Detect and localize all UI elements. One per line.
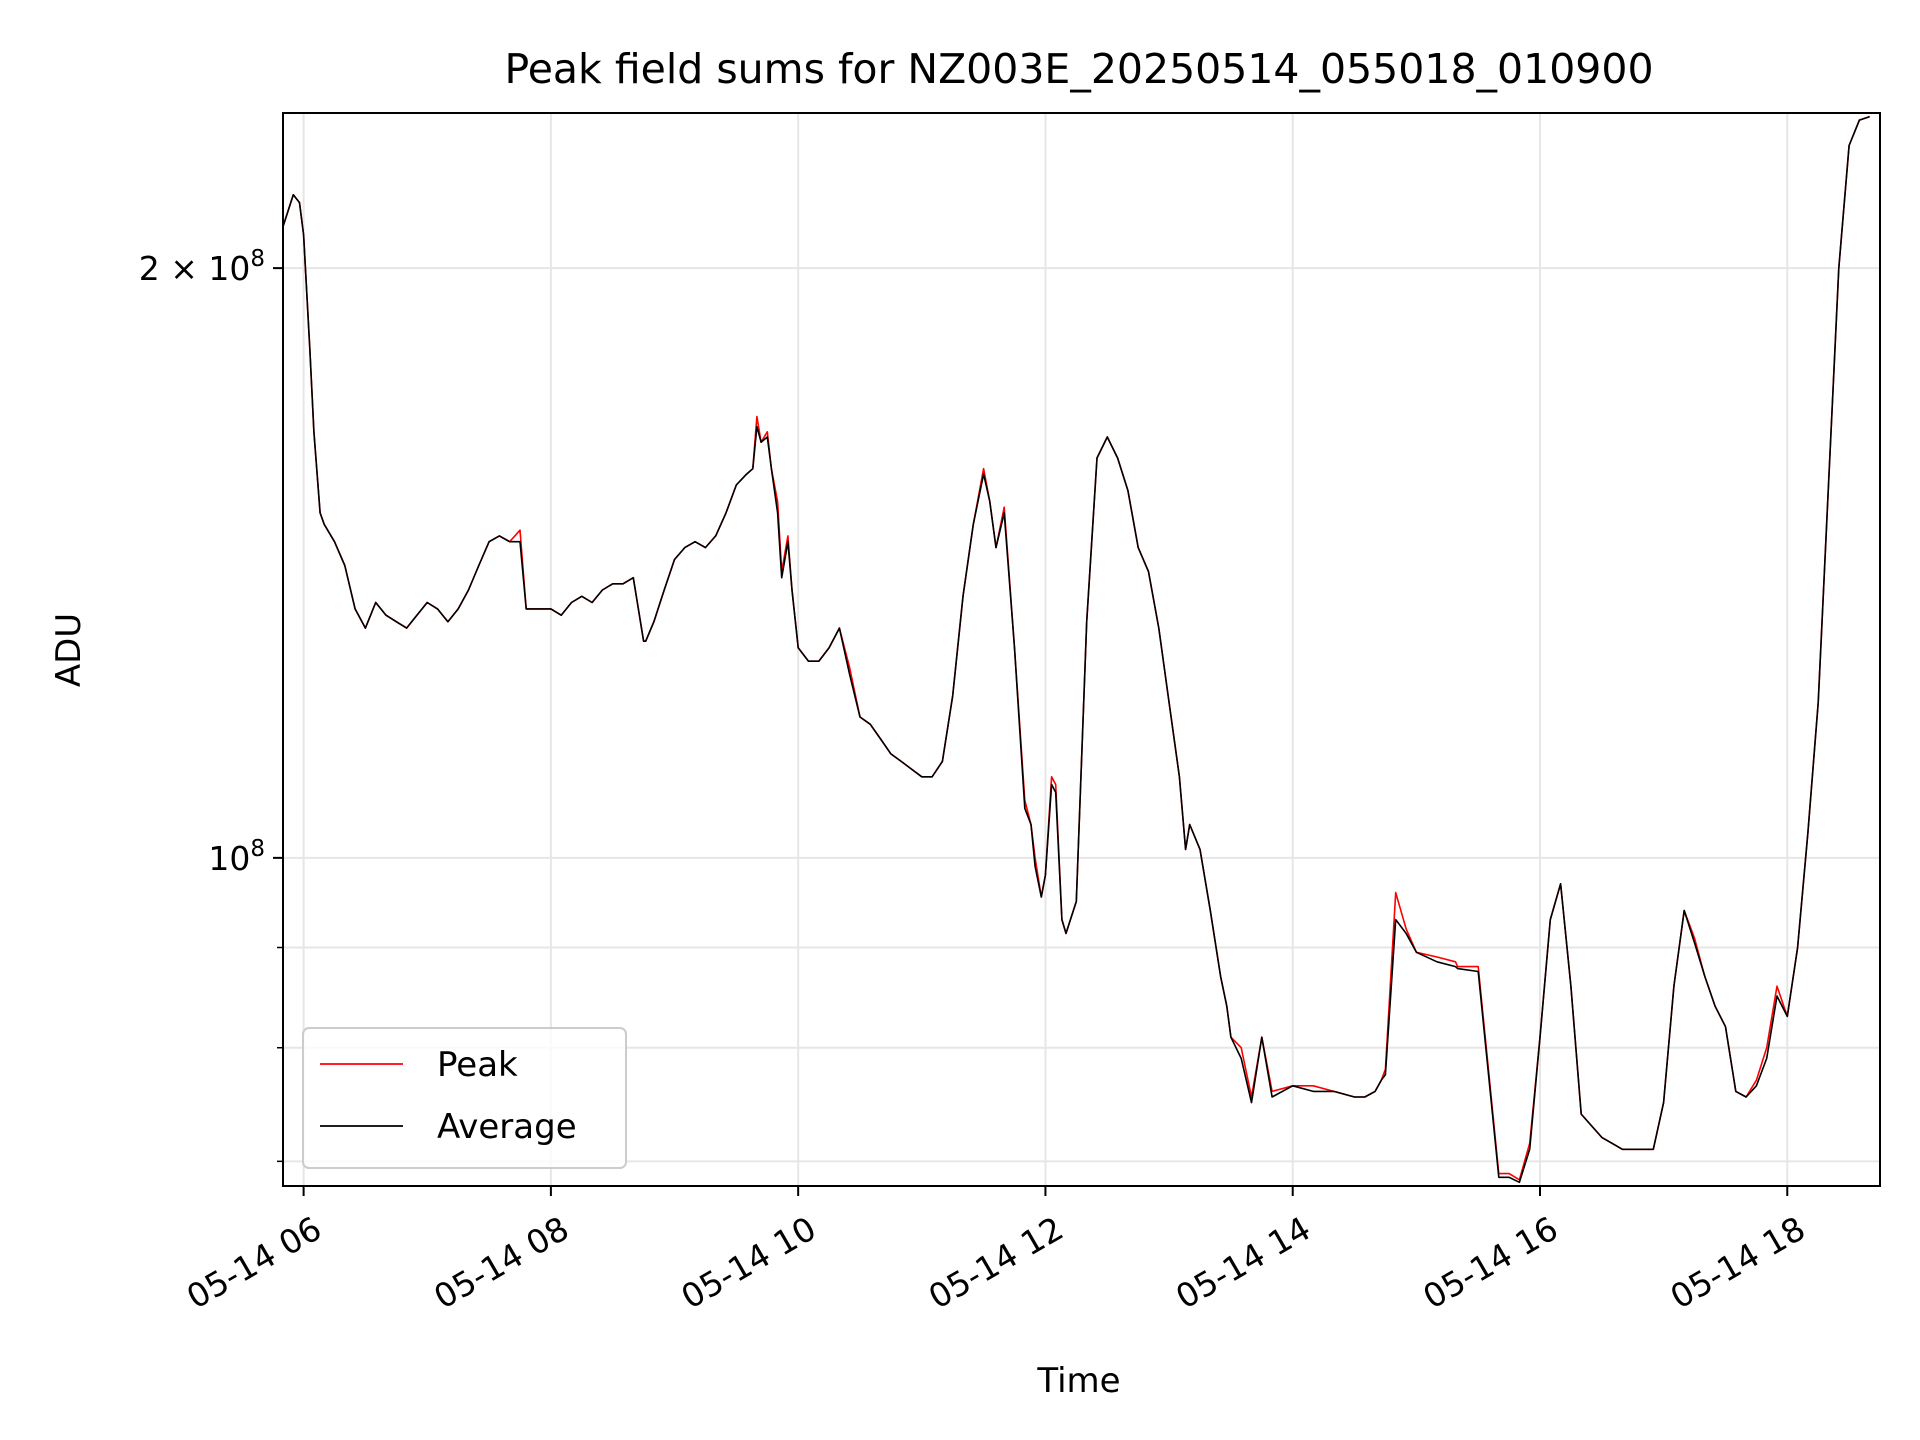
y-tick-label: 2 × 108	[139, 246, 265, 288]
y-tick-label: 108	[208, 836, 265, 878]
series-line-average	[282, 115, 1870, 1184]
series-layer	[282, 115, 1870, 1184]
x-axis-label: Time	[1036, 1361, 1120, 1401]
legend-label: Peak	[437, 1045, 518, 1085]
y-axis-label: ADU	[49, 613, 89, 687]
chart-title: Peak field sums for NZ003E_20250514_0550…	[504, 45, 1653, 93]
grid	[283, 113, 1880, 1186]
plot-frame	[282, 112, 1881, 1187]
legend-label: Average	[437, 1107, 577, 1147]
legend: Peak Average	[302, 1027, 627, 1169]
y-axis: 108 2 × 108	[139, 246, 283, 1163]
legend-box	[302, 1027, 627, 1169]
